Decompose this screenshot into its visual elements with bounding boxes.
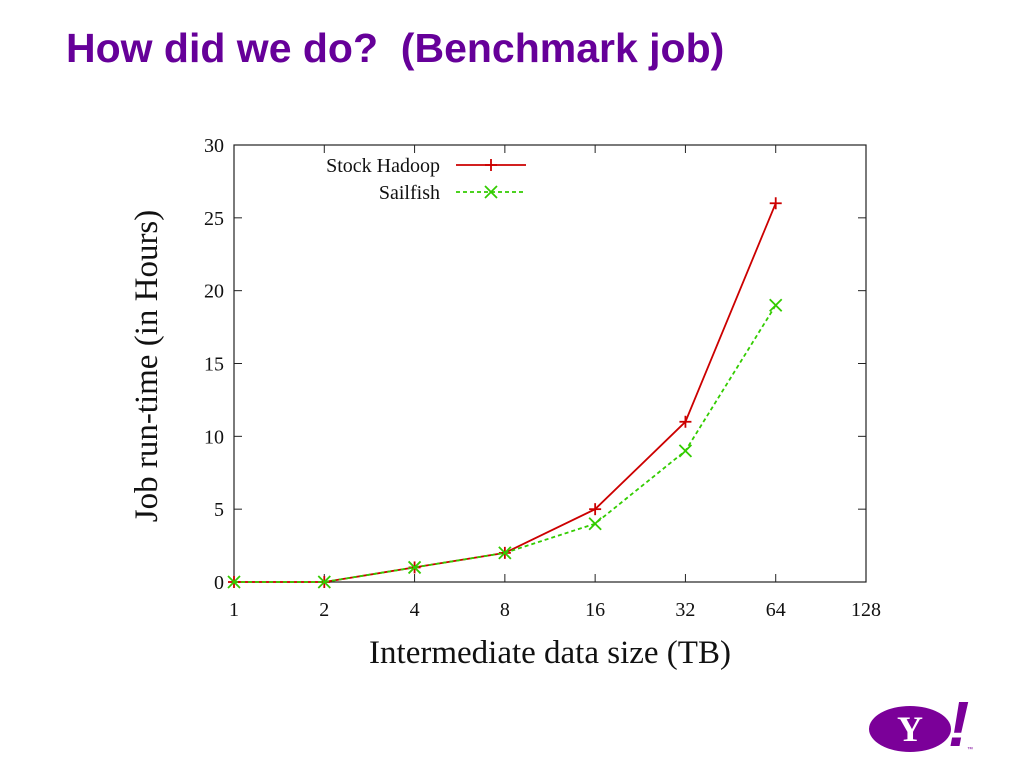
x-axis-label: Intermediate data size (TB)	[369, 635, 731, 671]
x-tick-label: 16	[585, 599, 605, 621]
x-tick-label: 2	[319, 599, 329, 621]
data-point	[679, 415, 692, 428]
y-tick-label: 30	[204, 135, 224, 157]
data-point	[317, 575, 331, 589]
y-tick-label: 15	[204, 354, 224, 376]
legend-label: Stock Hadoop	[326, 155, 440, 177]
x-tick-label: 128	[851, 599, 881, 621]
x-tick-label: 1	[229, 599, 239, 621]
y-tick-label: 25	[204, 208, 224, 230]
yahoo-logo: Y ! ™	[862, 689, 982, 761]
data-point	[407, 560, 422, 575]
logo-oval	[869, 706, 951, 752]
series-stock-hadoop	[228, 197, 782, 588]
x-tick-label: 64	[766, 599, 786, 621]
data-point	[769, 298, 783, 312]
data-point	[227, 575, 241, 589]
legend: Stock Hadoop Sailfish	[326, 155, 526, 204]
series-line	[234, 304, 777, 583]
data-point	[678, 444, 693, 458]
data-point	[769, 197, 782, 210]
series-sailfish	[227, 298, 783, 589]
y-axis-ticks: 0 5 10 15 20 25 30	[204, 135, 866, 594]
marker-stroke	[484, 185, 498, 199]
marker-stroke	[317, 575, 331, 589]
series-layer	[227, 197, 783, 589]
slide-title: How did we do? (Benchmark job)	[66, 25, 725, 71]
marker-stroke	[498, 546, 512, 560]
x-tick-label: 4	[410, 599, 420, 621]
marker-stroke	[769, 298, 783, 312]
data-point	[588, 517, 602, 531]
logo-exclamation: !	[948, 688, 970, 760]
x-axis-ticks: 1 2 4 8 16 32 64 128	[229, 145, 881, 621]
data-point	[589, 503, 602, 516]
legend-swatch-marker	[485, 159, 497, 171]
y-axis-label: Job run-time (in Hours)	[129, 210, 165, 523]
logo-trademark: ™	[967, 747, 973, 753]
x-tick-label: 8	[500, 599, 510, 621]
plot-frame	[233, 144, 867, 583]
y-tick-label: 0	[214, 572, 224, 594]
data-point	[498, 546, 512, 560]
y-tick-label: 5	[214, 499, 224, 521]
y-tick-label: 20	[204, 281, 224, 303]
legend-label: Sailfish	[379, 182, 440, 204]
legend-swatch-marker	[484, 185, 498, 199]
marker-stroke	[678, 444, 693, 458]
y-tick-label: 10	[204, 426, 224, 448]
series-line	[234, 202, 777, 583]
logo-y-letter: Y	[897, 709, 923, 749]
marker-stroke	[227, 575, 241, 589]
marker-stroke	[588, 517, 602, 531]
x-tick-label: 32	[675, 599, 695, 621]
marker-stroke	[407, 560, 422, 575]
